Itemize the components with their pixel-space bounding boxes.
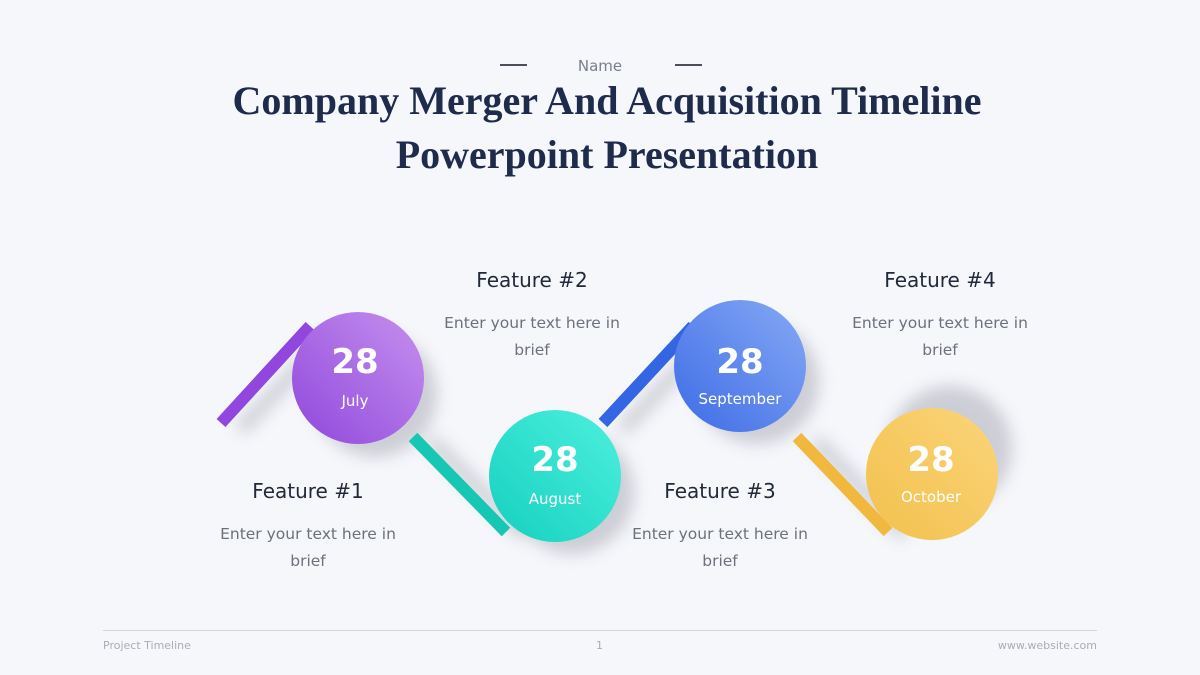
- feature-text-2: Enter your text here in brief: [444, 314, 620, 359]
- milestone-month-2: August: [528, 490, 582, 508]
- eyebrow-label: Name: [577, 57, 623, 75]
- connector-bar-1: [216, 321, 315, 428]
- feature-text-4: Enter your text here in brief: [852, 314, 1028, 359]
- title-dash-right: [675, 64, 702, 66]
- feature-heading-4: Feature #4: [884, 268, 996, 292]
- feature-text-3: Enter your text here in brief: [632, 525, 808, 570]
- connector-bar-4: [792, 432, 893, 537]
- connector-bar-3: [598, 321, 698, 428]
- title-line-2: Powerpoint Presentation: [395, 132, 819, 177]
- feature-text-1: Enter your text here in brief: [220, 525, 396, 570]
- page-number: 1: [596, 639, 603, 652]
- feature-heading-2: Feature #2: [476, 268, 588, 292]
- feature-heading-3: Feature #3: [664, 479, 776, 503]
- milestone-day-2: 28: [531, 440, 579, 480]
- feature-heading-1: Feature #1: [252, 479, 364, 503]
- page-title: Company Merger And Acquisition Timeline P…: [0, 74, 1200, 182]
- milestone-circle-2: [489, 410, 621, 542]
- title-dash-left: [500, 64, 527, 66]
- milestone-month-3: September: [698, 390, 782, 408]
- title-line-1: Company Merger And Acquisition Timeline: [232, 78, 982, 123]
- footer-website: www.website.com: [997, 639, 1097, 652]
- milestone-circle-4: [866, 408, 998, 540]
- milestone-day-3: 28: [716, 342, 764, 382]
- milestone-circle-1: [292, 312, 424, 444]
- footer-divider: [103, 630, 1097, 631]
- footer-left-label: Project Timeline: [103, 639, 191, 652]
- milestone-day-4: 28: [907, 440, 955, 480]
- milestone-day-1: 28: [331, 342, 379, 382]
- connector-bar-2: [408, 432, 511, 537]
- milestone-month-1: July: [341, 392, 369, 410]
- milestone-circle-3: [674, 300, 806, 432]
- milestone-month-4: October: [900, 488, 962, 506]
